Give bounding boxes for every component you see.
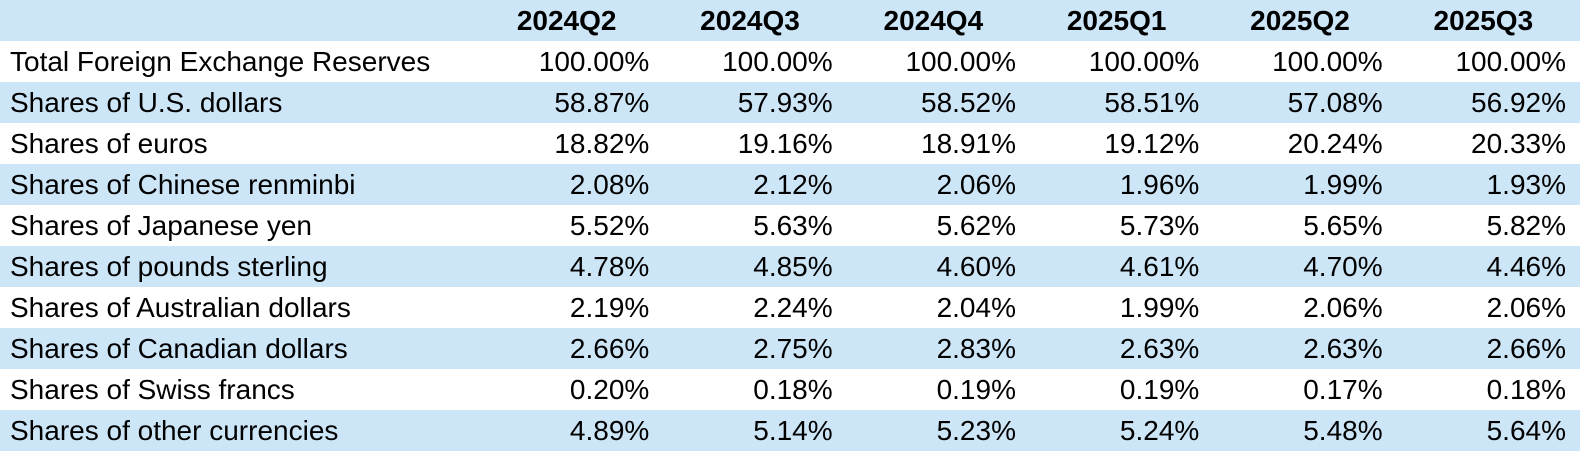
value-cell: 58.52% [921,86,1016,118]
value-cell: 1.99% [1119,291,1200,323]
row-label: Shares of Chinese renminbi [10,168,356,200]
value-cell: 18.82% [554,127,650,159]
value-cell: 5.23% [936,414,1016,446]
table-row-euros: Shares of euros 18.82% 19.16% 18.91% 19.… [0,123,1580,164]
value-cell: 0.19% [1119,373,1200,405]
value-cell: 5.82% [1486,209,1566,241]
corner-cell [0,0,480,41]
column-header-2025q2: 2025Q2 [1250,4,1350,36]
value-cell: 5.62% [936,209,1016,241]
value-cell: 57.08% [1287,86,1383,118]
value-cell: 4.46% [1486,250,1566,282]
value-cell: 2.06% [1303,291,1383,323]
table-row-japanese-yen: Shares of Japanese yen 5.52% 5.63% 5.62%… [0,205,1580,246]
value-cell: 5.65% [1303,209,1383,241]
value-cell: 0.18% [753,373,833,405]
row-label: Total Foreign Exchange Reserves [10,45,431,77]
row-label: Shares of U.S. dollars [10,86,283,118]
value-cell: 5.52% [569,209,650,241]
column-header-2025q1: 2025Q1 [1066,4,1167,36]
value-cell: 4.61% [1119,250,1200,282]
value-cell: 5.24% [1119,414,1200,446]
value-cell: 2.63% [1303,332,1383,364]
value-cell: 0.17% [1303,373,1383,405]
value-cell: 1.99% [1303,168,1383,200]
value-cell: 2.19% [569,291,650,323]
row-label: Shares of Swiss francs [10,373,295,405]
value-cell: 100.00% [1272,45,1383,77]
value-cell: 0.20% [569,373,650,405]
table-row-chinese-renminbi: Shares of Chinese renminbi 2.08% 2.12% 2… [0,164,1580,205]
value-cell: 2.63% [1119,332,1200,364]
value-cell: 4.78% [569,250,650,282]
value-cell: 2.06% [936,168,1016,200]
row-label: Shares of other currencies [10,414,339,446]
value-cell: 2.24% [753,291,833,323]
value-cell: 2.66% [1486,332,1566,364]
value-cell: 18.91% [921,127,1016,159]
value-cell: 2.06% [1486,291,1566,323]
table-row-total-reserves: Total Foreign Exchange Reserves 100.00% … [0,41,1580,82]
row-label: Shares of pounds sterling [10,250,328,282]
value-cell: 19.16% [737,127,833,159]
column-header-2024q2: 2024Q2 [516,4,617,36]
value-cell: 1.96% [1119,168,1200,200]
value-cell: 4.89% [569,414,650,446]
value-cell: 4.70% [1303,250,1383,282]
row-label: Shares of euros [10,127,208,159]
value-cell: 5.73% [1119,209,1200,241]
row-label: Shares of Australian dollars [10,291,351,323]
value-cell: 0.18% [1486,373,1566,405]
table-row-swiss-francs: Shares of Swiss francs 0.20% 0.18% 0.19%… [0,369,1580,410]
value-cell: 2.12% [753,168,833,200]
value-cell: 100.00% [722,45,833,77]
value-cell: 0.19% [936,373,1016,405]
value-cell: 100.00% [1088,45,1200,77]
value-cell: 58.87% [554,86,650,118]
value-cell: 4.85% [753,250,833,282]
row-label: Shares of Canadian dollars [10,332,348,364]
table-row-canadian-dollars: Shares of Canadian dollars 2.66% 2.75% 2… [0,328,1580,369]
value-cell: 100.00% [538,45,650,77]
value-cell: 20.33% [1471,127,1566,159]
value-cell: 5.63% [753,209,833,241]
value-cell: 5.14% [753,414,833,446]
table-row-other-currencies: Shares of other currencies 4.89% 5.14% 5… [0,410,1580,451]
value-cell: 2.04% [936,291,1016,323]
value-cell: 5.48% [1303,414,1383,446]
value-cell: 2.75% [753,332,833,364]
column-header-2024q3: 2024Q3 [700,4,800,36]
value-cell: 19.12% [1104,127,1200,159]
value-cell: 4.60% [936,250,1016,282]
value-cell: 2.66% [569,332,650,364]
value-cell: 100.00% [905,45,1016,77]
header-row: 2024Q2 2024Q3 2024Q4 2025Q1 2025Q2 2025Q… [0,0,1580,41]
value-cell: 20.24% [1287,127,1383,159]
column-header-2025q3: 2025Q3 [1433,4,1534,36]
value-cell: 100.00% [1455,45,1566,77]
value-cell: 2.08% [569,168,650,200]
value-cell: 5.64% [1486,414,1566,446]
value-cell: 1.93% [1486,168,1566,200]
value-cell: 2.83% [936,332,1016,364]
value-cell: 58.51% [1104,86,1200,118]
value-cell: 56.92% [1471,86,1566,118]
column-header-2024q4: 2024Q4 [883,4,984,36]
table-row-australian-dollars: Shares of Australian dollars 2.19% 2.24%… [0,287,1580,328]
value-cell: 57.93% [737,86,833,118]
table-row-us-dollars: Shares of U.S. dollars 58.87% 57.93% 58.… [0,82,1580,123]
table-row-pounds-sterling: Shares of pounds sterling 4.78% 4.85% 4.… [0,246,1580,287]
row-label: Shares of Japanese yen [10,209,312,241]
